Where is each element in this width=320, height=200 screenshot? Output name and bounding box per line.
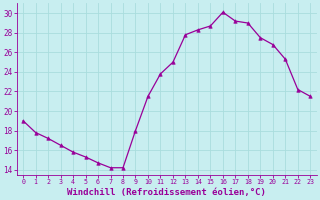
X-axis label: Windchill (Refroidissement éolien,°C): Windchill (Refroidissement éolien,°C) — [67, 188, 266, 197]
